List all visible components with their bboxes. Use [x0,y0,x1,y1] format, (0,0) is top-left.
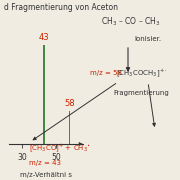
Text: Fragmentierung: Fragmentierung [113,90,169,96]
Text: [CH$_3$COCH$_3$]$^{+\cdot}$: [CH$_3$COCH$_3$]$^{+\cdot}$ [116,67,167,79]
Text: m/z = 43: m/z = 43 [29,160,61,166]
Text: d Fragmentierung von Aceton: d Fragmentierung von Aceton [4,3,118,12]
Text: [CH$_3$CO]$^{+}$ + CH$_3$$^{\bullet}$: [CH$_3$CO]$^{+}$ + CH$_3$$^{\bullet}$ [29,143,91,154]
Text: m/z-Verhältni s: m/z-Verhältni s [20,172,72,178]
Text: 58: 58 [64,99,75,108]
Text: Ionisier.: Ionisier. [134,36,161,42]
Text: CH$_3$ – CO – CH$_3$: CH$_3$ – CO – CH$_3$ [101,15,160,28]
Bar [43,45,45,144]
Text: m/z = 58: m/z = 58 [90,70,122,76]
Text: 43: 43 [39,33,50,42]
Bar [69,111,70,144]
